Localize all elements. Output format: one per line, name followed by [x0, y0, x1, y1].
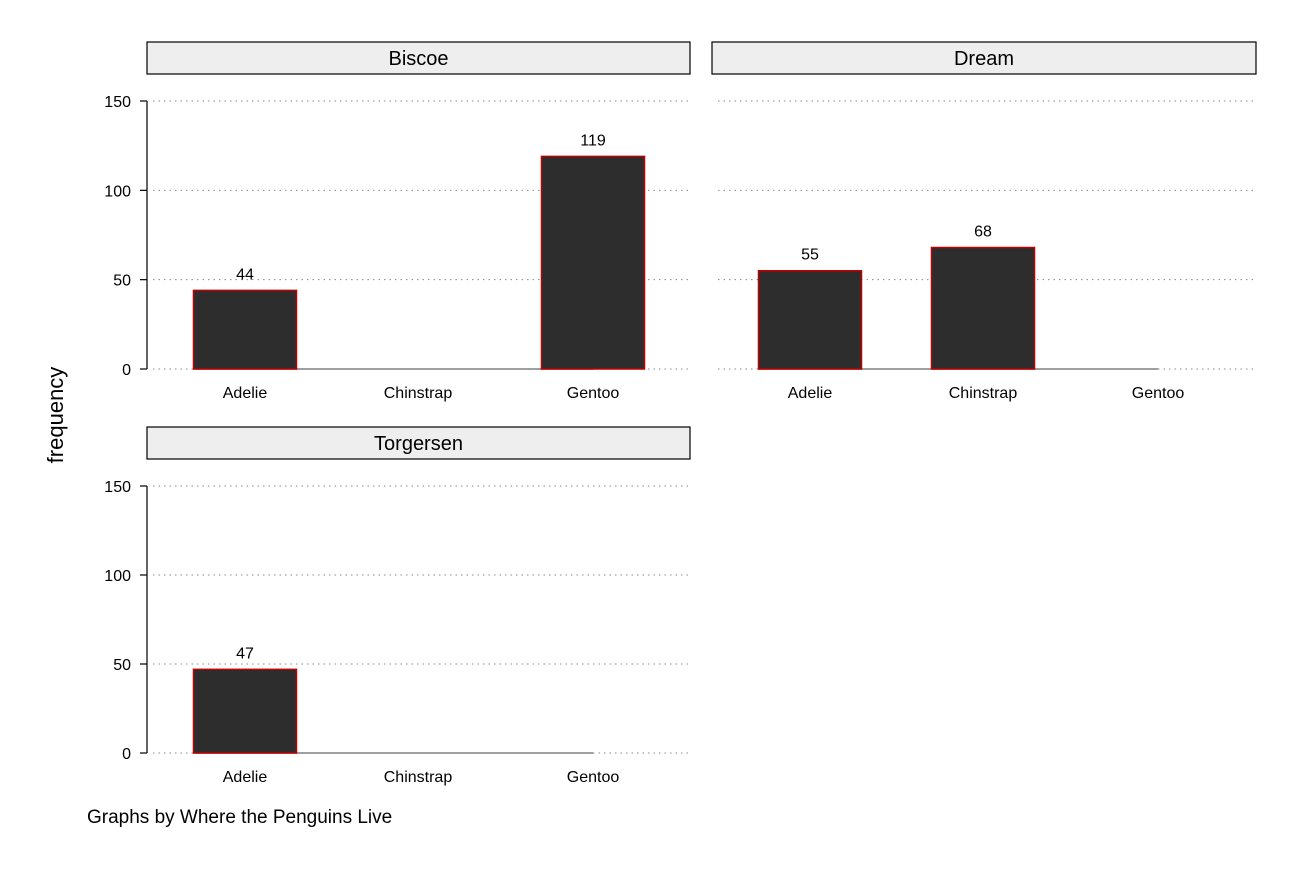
graph-note: Graphs by Where the Penguins Live: [87, 807, 392, 828]
x-tick-label-biscoe-chinstrap: Chinstrap: [384, 385, 453, 402]
y-tick-label-biscoe-100: 100: [104, 183, 131, 200]
bar-biscoe-gentoo: [540, 155, 646, 370]
x-tick-label-torgersen-chinstrap: Chinstrap: [384, 769, 453, 786]
panel-title-dream: Dream: [954, 48, 1014, 70]
bar-dream-chinstrap: [930, 246, 1036, 370]
panel-biscoe: Biscoe 0 50 100 150 44 Adelie Chinstrap 119 Gento…: [104, 41, 691, 402]
bar-dream-adelie: [757, 269, 863, 370]
bar-value-label-biscoe-gentoo: 119: [580, 132, 606, 149]
x-tick-label-torgersen-adelie: Adelie: [223, 769, 268, 786]
panel-title-torgersen: Torgersen: [374, 433, 463, 455]
x-tick-label-dream-adelie: Adelie: [788, 385, 833, 402]
panel-dream: Dream 55 Adelie 68 Chinstrap Gentoo: [711, 41, 1257, 402]
panel-title-biscoe: Biscoe: [388, 48, 448, 70]
bar-value-label-biscoe-adelie: 44: [236, 266, 254, 283]
x-tick-label-torgersen-gentoo: Gentoo: [567, 769, 620, 786]
y-axis-title: frequency: [43, 367, 68, 464]
bar-torgersen-adelie: [192, 668, 298, 754]
panel-strip-torgersen: [146, 426, 691, 460]
y-tick-label-torgersen-50: 50: [113, 657, 131, 674]
y-tick-label-torgersen-100: 100: [104, 568, 131, 585]
y-tick-label-biscoe-50: 50: [113, 273, 131, 290]
bar-biscoe-adelie: [192, 289, 298, 370]
x-tick-label-biscoe-adelie: Adelie: [223, 385, 268, 402]
y-tick-label-torgersen-150: 150: [104, 479, 131, 496]
y-tick-label-biscoe-0: 0: [122, 362, 131, 379]
panel-strip-dream: [711, 41, 1257, 75]
panel-strip-biscoe: [146, 41, 691, 75]
x-tick-label-dream-chinstrap: Chinstrap: [949, 385, 1018, 402]
x-tick-label-dream-gentoo: Gentoo: [1132, 385, 1185, 402]
y-tick-label-torgersen-0: 0: [122, 746, 131, 763]
bar-value-label-dream-chinstrap: 68: [974, 224, 992, 241]
bar-value-label-torgersen-adelie: 47: [236, 645, 254, 662]
y-tick-label-biscoe-150: 150: [104, 94, 131, 111]
x-tick-label-biscoe-gentoo: Gentoo: [567, 385, 620, 402]
bar-value-label-dream-adelie: 55: [801, 247, 819, 264]
panel-torgersen: Torgersen 0 50 100 150 47 Adelie Chinstrap Gento…: [104, 426, 691, 786]
